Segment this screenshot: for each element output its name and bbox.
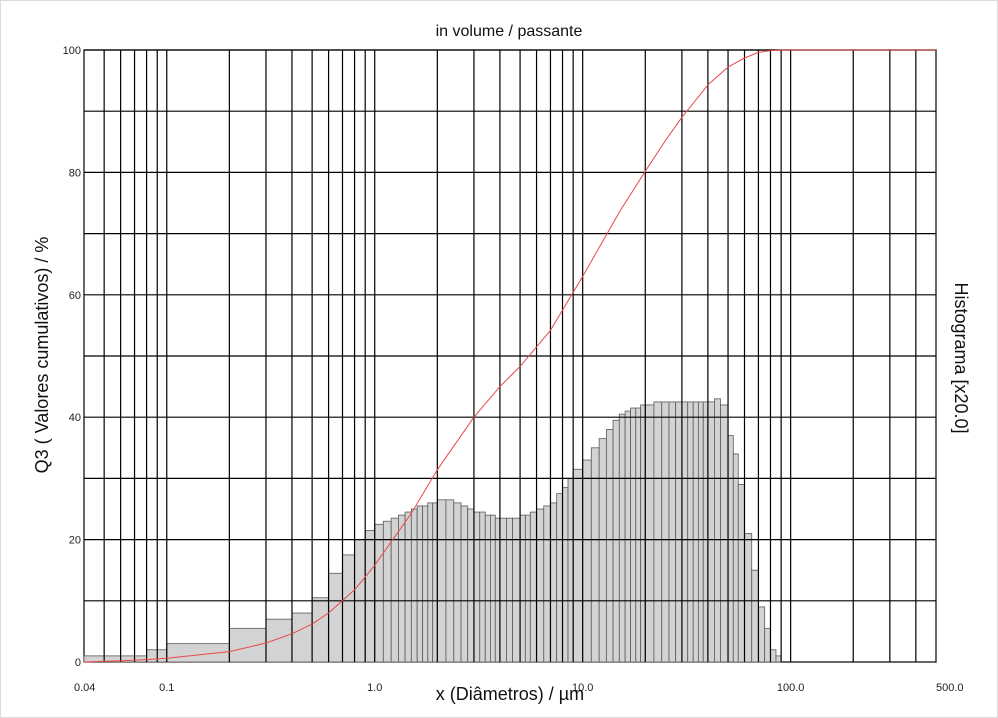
histogram-bar	[618, 413, 626, 663]
histogram-bar	[550, 502, 558, 663]
histogram-bar	[524, 514, 531, 663]
histogram-bar	[519, 514, 526, 663]
histogram-bar	[714, 398, 721, 663]
cumulative-line	[83, 49, 936, 663]
histogram-bar	[543, 505, 551, 663]
histogram-bar	[536, 508, 545, 663]
y-tick-label: 20	[69, 535, 81, 547]
histogram-bar	[720, 404, 729, 663]
histogram-bar	[635, 407, 642, 663]
histogram-bar	[751, 569, 759, 663]
histogram-bar	[490, 514, 496, 663]
histogram-bar	[382, 520, 392, 663]
histogram-bar	[702, 401, 709, 663]
histogram-bar	[445, 499, 455, 663]
tick-labels: 0.04 0.1 1.0 10.0 100.0 500.0 0 20 40 60 80 100	[63, 45, 964, 694]
histogram-bar	[675, 401, 683, 663]
histogram-bar	[427, 502, 434, 663]
histogram-bar	[228, 627, 267, 663]
y-tick-label: 80	[69, 167, 81, 179]
x-tick-label: 0.04	[74, 682, 95, 694]
histogram-bar	[744, 533, 753, 663]
histogram-bar	[630, 407, 637, 663]
histogram-bar	[612, 419, 620, 663]
histogram-bar	[311, 597, 329, 663]
x-axis-label: x (Diâmetros) / µm	[436, 684, 584, 704]
histogram-bar	[374, 523, 384, 663]
histogram-bars	[83, 49, 936, 663]
y-tick-label: 100	[63, 45, 81, 57]
histogram-bar	[364, 530, 376, 663]
histogram-bar	[467, 508, 475, 663]
histogram-bar	[758, 606, 766, 663]
histogram-bar	[770, 649, 777, 663]
histogram-bar	[764, 627, 771, 663]
y-tick-label: 60	[69, 290, 81, 302]
histogram-bar	[692, 401, 699, 663]
histogram-bar	[484, 514, 491, 663]
y-tick-label: 0	[75, 657, 81, 669]
histogram-bar	[572, 468, 584, 663]
histogram-bar	[342, 554, 355, 663]
histogram-bar	[416, 505, 424, 663]
histogram-bar	[436, 499, 447, 663]
histogram-bar	[582, 459, 592, 663]
x-tick-label: 100.0	[777, 682, 805, 694]
y-tick-label: 40	[69, 412, 81, 424]
y-axis-label: Q3 ( Valores cumulativos) / %	[32, 237, 52, 474]
histogram-bar	[707, 401, 715, 663]
histogram-bar	[529, 511, 537, 663]
histogram-bar	[605, 429, 614, 663]
x-tick-label: 10.0	[572, 682, 593, 694]
histogram-bar	[590, 447, 600, 663]
histogram-bar	[775, 655, 782, 663]
histogram-bar	[404, 511, 412, 663]
histogram-bar	[562, 487, 569, 663]
histogram-bar	[556, 493, 563, 663]
histogram-bar	[410, 508, 418, 663]
histogram-bar	[291, 612, 313, 663]
histogram-bar	[479, 511, 486, 663]
histogram-bar	[265, 618, 293, 663]
histogram-bar	[661, 401, 670, 663]
histogram-bar	[668, 401, 677, 663]
histogram-bar	[432, 502, 438, 663]
x-tick-label: 1.0	[367, 682, 382, 694]
x-tick-label: 0.1	[159, 682, 174, 694]
histogram-bar	[460, 505, 469, 663]
histogram-bar	[681, 401, 689, 663]
histogram-bar	[644, 404, 655, 663]
histogram-bar	[697, 401, 704, 663]
histogram-bar	[640, 404, 646, 663]
x-tick-label: 500.0	[936, 682, 964, 694]
histogram-bar	[687, 401, 694, 663]
cumulative-curve	[83, 49, 936, 663]
histogram-bar	[473, 511, 481, 663]
histogram-bar	[732, 453, 739, 663]
histogram-bar	[398, 514, 406, 663]
histogram-bar	[653, 401, 663, 663]
y2-axis-label: Histograma [x20.0]	[951, 282, 971, 433]
histogram-bar	[598, 438, 607, 663]
histogram-bar	[624, 410, 632, 663]
histogram-bar	[727, 435, 734, 663]
histogram-bar	[453, 502, 462, 663]
histogram-bar	[737, 484, 745, 663]
histogram-bar	[328, 572, 343, 663]
histogram-bar	[567, 477, 574, 663]
chart-title: in volume / passante	[436, 23, 583, 40]
histogram-bar	[422, 505, 429, 663]
